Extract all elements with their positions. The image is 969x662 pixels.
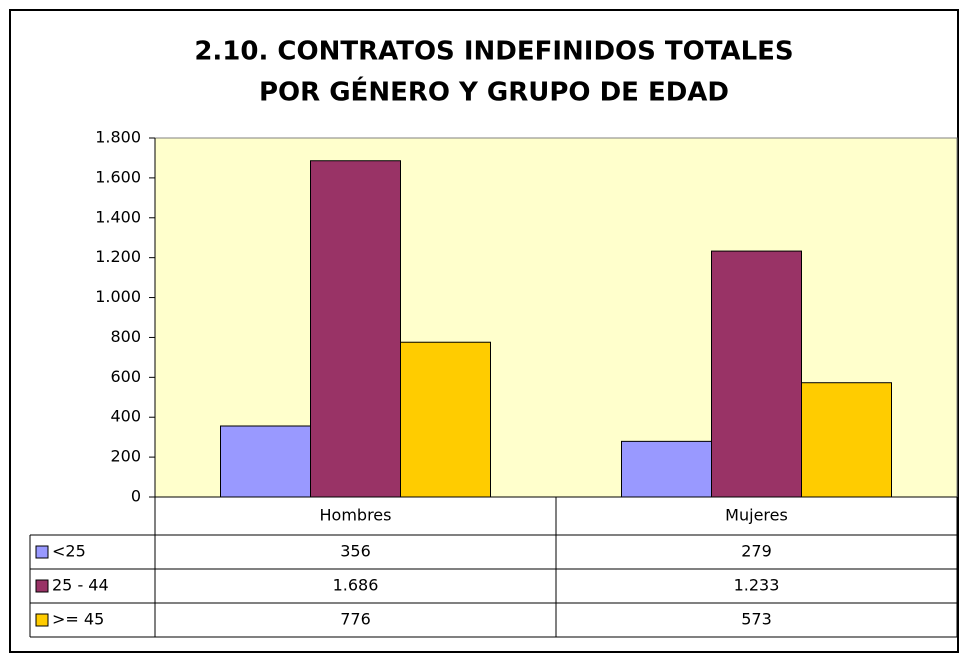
chart-title: 2.10. CONTRATOS INDEFINIDOS TOTALES (194, 37, 793, 67)
y-tick-label: 200 (110, 447, 141, 466)
chart-title: POR GÉNERO Y GRUPO DE EDAD (259, 76, 729, 108)
legend-label: <25 (52, 542, 86, 561)
y-tick-label: 1.000 (95, 287, 141, 306)
y-tick-label: 1.600 (95, 167, 141, 186)
bar (711, 250, 802, 498)
y-tick-label: 600 (110, 367, 141, 386)
y-tick-label: 1.800 (95, 128, 141, 147)
bar (621, 440, 712, 498)
y-tick-label: 800 (110, 327, 141, 346)
legend-swatch (35, 579, 49, 593)
bar (400, 341, 491, 498)
table-value: 1.233 (734, 576, 780, 595)
y-tick-label: 400 (110, 407, 141, 426)
table-value: 573 (741, 610, 772, 629)
y-tick-label: 1.400 (95, 207, 141, 226)
legend-swatch (35, 613, 49, 627)
table-value: 776 (340, 610, 371, 629)
y-tick-label: 0 (131, 487, 141, 506)
legend-label: >= 45 (52, 610, 104, 629)
x-tick-label: Hombres (320, 506, 392, 525)
bar (801, 382, 892, 498)
table-value: 279 (741, 542, 772, 561)
table-value: 1.686 (333, 576, 379, 595)
legend-label: 25 - 44 (52, 576, 109, 595)
x-tick-label: Mujeres (725, 506, 788, 525)
bar (220, 425, 311, 498)
y-tick-label: 1.200 (95, 247, 141, 266)
table-value: 356 (340, 542, 371, 561)
legend-swatch (35, 545, 49, 559)
bar (310, 160, 401, 498)
